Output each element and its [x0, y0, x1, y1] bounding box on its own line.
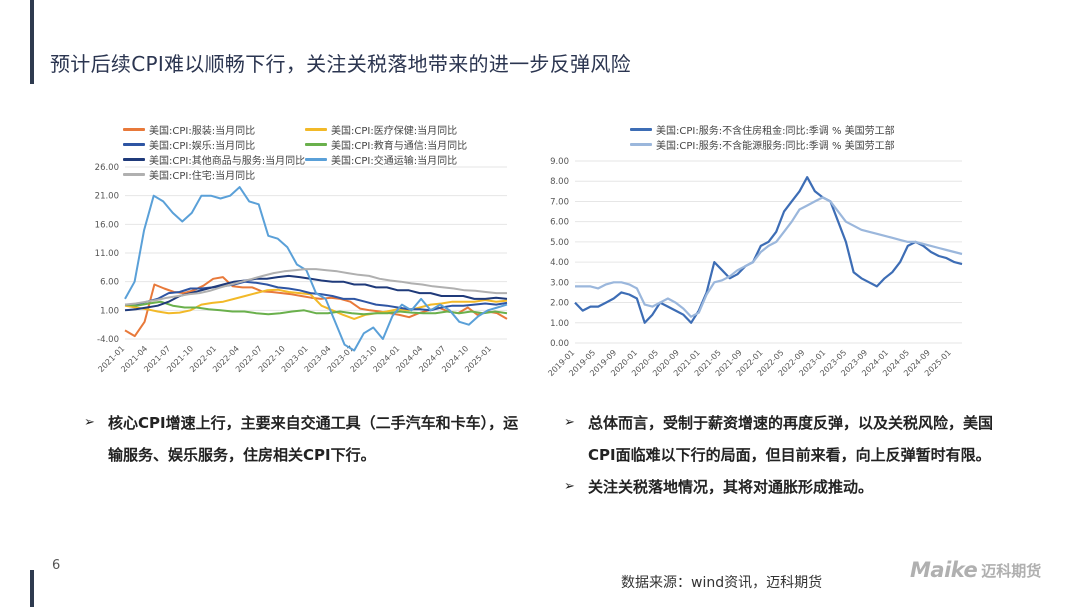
series-line-7	[124, 268, 507, 306]
legend-label: 美国:CPI:服务:不含住房租金:同比:季调 % 美国劳工部	[656, 126, 895, 137]
slide-title: 预计后续CPI难以顺畅下行，关注关税落地带来的进一步反弹风险	[50, 52, 631, 76]
bullet-item: ➢ 总体而言，受制于薪资增速的再度反弹，以及关税风险，美国CPI面临难以下行的局面…	[560, 407, 1000, 471]
logo-en: Maike	[910, 558, 978, 582]
y-tick-label: 7.00	[550, 197, 569, 207]
y-tick-label: 9.00	[550, 157, 569, 167]
bullet-text: 关注关税落地情况，其将对通胀形成推动。	[588, 478, 874, 496]
series-line-1	[574, 176, 963, 324]
legend-item: 美国:CPI:医疗保健:当月同比	[305, 122, 457, 137]
legend-item: 美国:CPI:服务:不含住房租金:同比:季调 % 美国劳工部	[630, 122, 895, 137]
data-source: 数据来源：wind资讯，迈科期货	[621, 575, 823, 591]
y-tick-label: 2.00	[550, 299, 569, 309]
legend-swatch	[630, 128, 652, 131]
y-tick-label: 3.00	[550, 278, 569, 288]
bullets-right: ➢ 总体而言，受制于薪资增速的再度反弹，以及关税风险，美国CPI面临难以下行的局面…	[560, 407, 1000, 503]
legend-item: 美国:CPI:服务:不含能源服务:同比:季调 % 美国劳工部	[630, 137, 895, 152]
series-line-2	[575, 196, 963, 318]
bullet-arrow-icon: ➢	[564, 415, 575, 430]
y-tick-label: 0.00	[550, 339, 569, 349]
legend-label: 美国:CPI:服装:当月同比	[149, 126, 256, 137]
series-line-4	[124, 300, 508, 316]
bullets-left: ➢ 核心CPI增速上行，主要来自交通工具（二手汽车和卡车），运输服务、娱乐服务，住…	[80, 407, 520, 471]
bullet-arrow-icon: ➢	[564, 479, 575, 494]
legend-swatch	[305, 143, 327, 146]
legend-label: 美国:CPI:医疗保健:当月同比	[331, 126, 458, 137]
legend-swatch	[123, 158, 145, 161]
accent-bar-top	[30, 0, 34, 84]
legend-label: 美国:CPI:交通运输:当月同比	[331, 156, 458, 167]
legend-item: 美国:CPI:住宅:当月同比	[123, 167, 255, 182]
y-tick-label: 1.00	[550, 319, 569, 329]
y-tick-label: 6.00	[550, 218, 569, 228]
y-tick-label: -4.00	[97, 335, 119, 345]
company-logo: Maike 迈科期货	[910, 558, 1041, 582]
series-line-6	[124, 186, 508, 352]
legend-item: 美国:CPI:服装:当月同比	[123, 122, 255, 137]
series-line-2	[124, 288, 508, 320]
legend-swatch	[123, 128, 145, 131]
legend-swatch	[123, 143, 145, 146]
y-tick-label: 6.00	[100, 278, 119, 288]
y-tick-label: 1.00	[100, 306, 119, 316]
legend-swatch	[305, 128, 327, 131]
legend-label: 美国:CPI:服务:不含能源服务:同比:季调 % 美国劳工部	[656, 141, 895, 152]
y-tick-label: 11.00	[95, 249, 119, 259]
legend-swatch	[305, 158, 327, 161]
legend-swatch	[630, 143, 652, 146]
logo-cn: 迈科期货	[981, 561, 1042, 580]
bullet-text: 总体而言，受制于薪资增速的再度反弹，以及关税风险，美国CPI面临难以下行的局面，…	[588, 414, 994, 464]
bullet-item: ➢ 关注关税落地情况，其将对通胀形成推动。	[560, 471, 1000, 503]
y-tick-label: 16.00	[95, 220, 119, 230]
legend-swatch	[123, 173, 145, 176]
legend-label: 美国:CPI:教育与通信:当月同比	[331, 141, 468, 152]
legend-label: 美国:CPI:娱乐:当月同比	[149, 141, 256, 152]
legend-label: 美国:CPI:住宅:当月同比	[149, 171, 256, 182]
legend-item: 美国:CPI:娱乐:当月同比	[123, 137, 255, 152]
legend-item: 美国:CPI:其他商品与服务:当月同比	[123, 152, 305, 167]
y-tick-label: 5.00	[550, 238, 569, 248]
y-tick-label: 8.00	[550, 177, 569, 187]
y-tick-label: 26.00	[95, 163, 119, 173]
legend-item: 美国:CPI:教育与通信:当月同比	[305, 137, 467, 152]
bullet-text: 核心CPI增速上行，主要来自交通工具（二手汽车和卡车），运输服务、娱乐服务，住房…	[108, 414, 519, 464]
bullet-arrow-icon: ➢	[84, 415, 95, 430]
y-tick-label: 4.00	[550, 258, 569, 268]
y-tick-label: 21.00	[95, 192, 119, 202]
legend-item: 美国:CPI:交通运输:当月同比	[305, 152, 457, 167]
page-number: 6	[52, 558, 61, 573]
series-line-1	[124, 276, 508, 338]
legend-label: 美国:CPI:其他商品与服务:当月同比	[149, 156, 306, 167]
accent-bar-bottom	[30, 570, 34, 607]
bullet-item: ➢ 核心CPI增速上行，主要来自交通工具（二手汽车和卡车），运输服务、娱乐服务，住…	[80, 407, 520, 471]
